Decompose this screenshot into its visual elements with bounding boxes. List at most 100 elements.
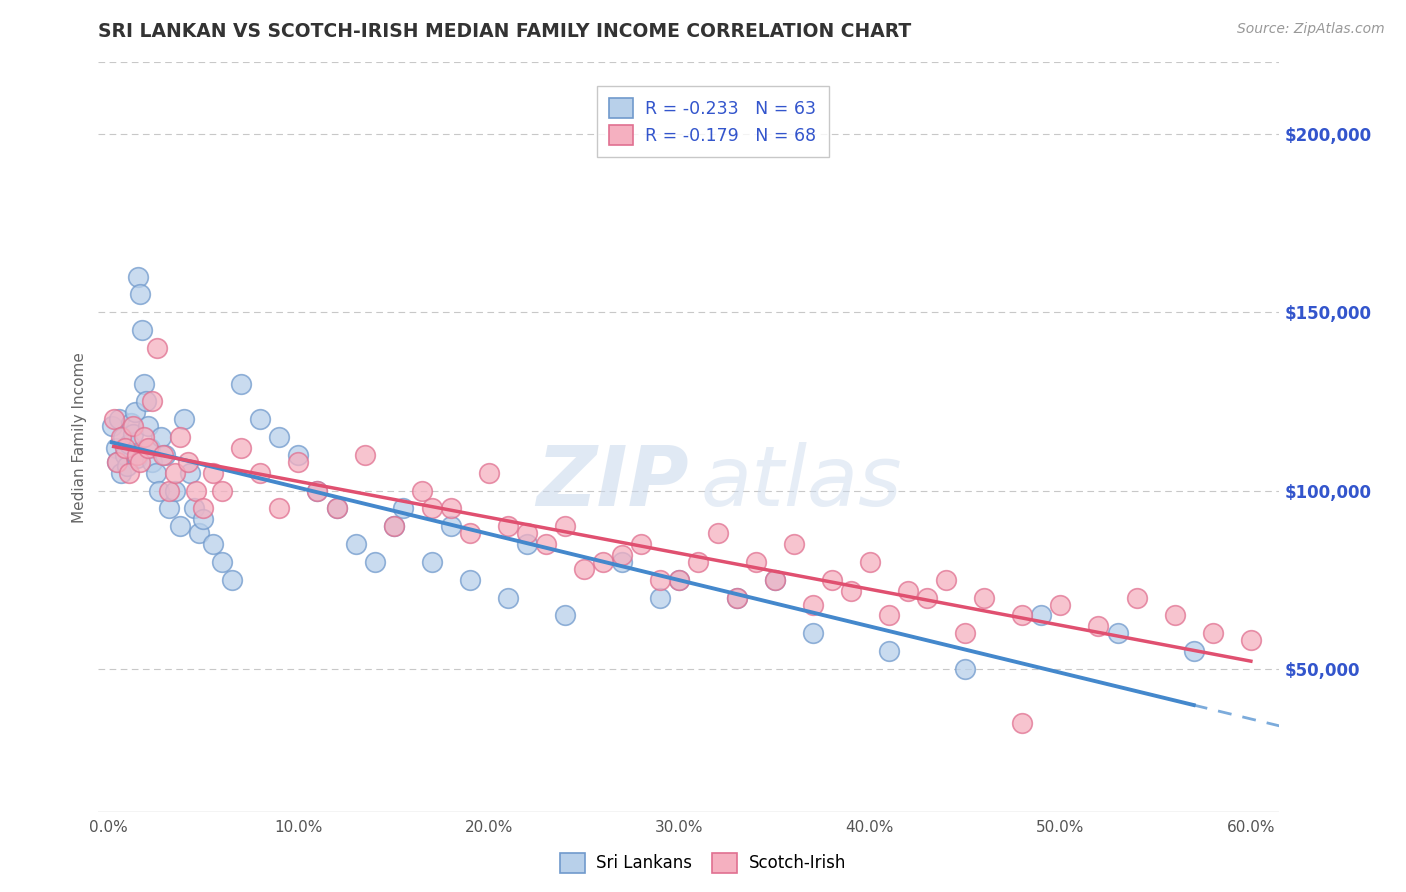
Point: [859, 555, 882, 569]
Point: [249, 466, 271, 480]
Point: [650, 591, 672, 605]
Point: [725, 591, 748, 605]
Point: [118, 466, 141, 480]
Point: [650, 573, 672, 587]
Text: ZIP: ZIP: [536, 442, 689, 523]
Point: [129, 287, 152, 301]
Point: [554, 608, 576, 623]
Text: Source: ZipAtlas.com: Source: ZipAtlas.com: [1237, 22, 1385, 37]
Point: [1031, 608, 1053, 623]
Point: [125, 448, 148, 462]
Point: [382, 519, 405, 533]
Point: [325, 501, 347, 516]
Point: [135, 394, 157, 409]
Point: [354, 448, 377, 462]
Point: [110, 430, 132, 444]
Point: [136, 419, 159, 434]
Point: [763, 573, 786, 587]
Point: [104, 441, 127, 455]
Point: [136, 441, 159, 455]
Point: [125, 451, 148, 466]
Point: [169, 519, 191, 533]
Point: [1087, 619, 1109, 633]
Point: [411, 483, 433, 498]
Point: [1049, 598, 1071, 612]
Point: [783, 537, 806, 551]
Point: [201, 537, 224, 551]
Point: [269, 430, 291, 444]
Point: [516, 526, 538, 541]
Point: [121, 426, 143, 441]
Point: [157, 501, 180, 516]
Point: [953, 626, 976, 640]
Point: [458, 526, 481, 541]
Point: [184, 483, 207, 498]
Y-axis label: Median Family Income: Median Family Income: [72, 351, 87, 523]
Point: [1202, 626, 1225, 640]
Point: [193, 501, 215, 516]
Text: atlas: atlas: [700, 442, 903, 523]
Point: [287, 455, 309, 469]
Point: [572, 562, 595, 576]
Point: [157, 483, 180, 498]
Legend: R = -0.233   N = 63, R = -0.179   N = 68: R = -0.233 N = 63, R = -0.179 N = 68: [596, 87, 828, 158]
Point: [1011, 715, 1033, 730]
Point: [120, 416, 142, 430]
Point: [496, 519, 519, 533]
Point: [114, 448, 136, 462]
Point: [177, 455, 200, 469]
Point: [1240, 633, 1263, 648]
Point: [420, 501, 443, 516]
Point: [153, 448, 176, 462]
Point: [152, 448, 174, 462]
Point: [103, 412, 125, 426]
Point: [478, 466, 501, 480]
Point: [801, 626, 824, 640]
Point: [107, 455, 129, 469]
Point: [124, 405, 146, 419]
Point: [534, 537, 557, 551]
Legend: Sri Lankans, Scotch-Irish: Sri Lankans, Scotch-Irish: [553, 847, 853, 880]
Point: [201, 466, 224, 480]
Point: [592, 555, 614, 569]
Point: [668, 573, 690, 587]
Point: [706, 526, 728, 541]
Point: [973, 591, 995, 605]
Point: [121, 419, 143, 434]
Point: [725, 591, 748, 605]
Point: [112, 430, 135, 444]
Point: [141, 455, 163, 469]
Point: [392, 501, 415, 516]
Point: [496, 591, 519, 605]
Point: [344, 537, 367, 551]
Point: [221, 573, 243, 587]
Point: [188, 526, 211, 541]
Point: [134, 376, 156, 391]
Point: [763, 573, 786, 587]
Point: [211, 555, 233, 569]
Point: [440, 519, 463, 533]
Point: [129, 455, 152, 469]
Point: [131, 323, 153, 337]
Point: [821, 573, 844, 587]
Point: [458, 573, 481, 587]
Point: [193, 512, 215, 526]
Point: [179, 466, 201, 480]
Point: [163, 466, 186, 480]
Point: [183, 501, 205, 516]
Point: [134, 430, 156, 444]
Point: [1107, 626, 1129, 640]
Point: [150, 430, 173, 444]
Point: [307, 483, 329, 498]
Point: [612, 555, 634, 569]
Point: [877, 608, 900, 623]
Point: [897, 583, 920, 598]
Point: [307, 483, 329, 498]
Point: [915, 591, 938, 605]
Point: [1163, 608, 1185, 623]
Point: [668, 573, 690, 587]
Point: [516, 537, 538, 551]
Point: [249, 412, 271, 426]
Point: [630, 537, 652, 551]
Point: [107, 455, 129, 469]
